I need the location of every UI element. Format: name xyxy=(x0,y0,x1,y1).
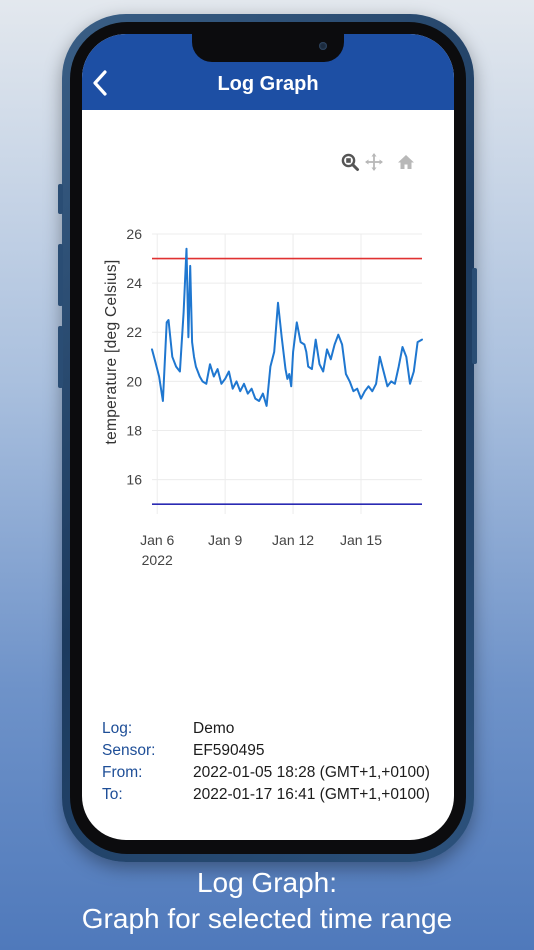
from-label: From: xyxy=(102,764,143,781)
app-screen: Log Graph 16 18 20 22 24 26 Jan 6 2022 Jan 9 Jan… xyxy=(82,34,454,840)
back-button[interactable] xyxy=(88,68,112,98)
caption-line-2: Graph for selected time range xyxy=(81,903,453,934)
log-value: Demo xyxy=(193,720,235,737)
log-label: Log: xyxy=(102,720,133,737)
limit-lines xyxy=(152,257,422,505)
y-axis-title: temperature [deg Celsius] xyxy=(103,260,120,445)
from-value: 2022-01-05 18:28 (GMT+1,+0100) xyxy=(193,764,430,781)
chevron-left-icon xyxy=(93,70,107,96)
sensor-label: Sensor: xyxy=(102,742,156,759)
info-row-log: Log: Demo xyxy=(102,718,442,740)
power-button xyxy=(472,268,477,364)
to-value: 2022-01-17 16:41 (GMT+1,+0100) xyxy=(193,786,430,803)
series-line xyxy=(151,247,423,407)
log-info: Log: Demo Sensor: EF590495 From: 2022-01… xyxy=(102,718,442,806)
x-tick-label: Jan 12 xyxy=(272,532,314,548)
caption-line-1: Log Graph: xyxy=(196,867,338,898)
camera-notch xyxy=(192,34,344,62)
y-axis-ticks: 16 18 20 22 24 26 xyxy=(126,226,142,488)
sensor-value: EF590495 xyxy=(193,742,265,759)
x-tick-label: Jan 6 xyxy=(140,532,174,548)
info-row-from: From: 2022-01-05 18:28 (GMT+1,+0100) xyxy=(102,762,442,784)
y-tick-label: 18 xyxy=(126,422,142,438)
y-tick-label: 24 xyxy=(126,275,142,291)
chart-grid xyxy=(152,233,422,514)
x-tick-sublabel: 2022 xyxy=(142,552,173,568)
to-label: To: xyxy=(102,786,123,803)
y-tick-label: 26 xyxy=(126,226,142,242)
y-tick-label: 22 xyxy=(126,324,142,340)
front-camera xyxy=(319,42,327,50)
x-tick-label: Jan 15 xyxy=(340,532,382,548)
x-tick-label: Jan 9 xyxy=(208,532,242,548)
pan-icon[interactable] xyxy=(364,152,384,172)
x-axis-ticks: Jan 6 2022 Jan 9 Jan 12 Jan 15 xyxy=(140,532,382,568)
volume-down-button xyxy=(58,326,63,388)
volume-up-button xyxy=(58,244,63,306)
info-row-sensor: Sensor: EF590495 xyxy=(102,740,442,762)
home-icon[interactable] xyxy=(396,152,416,172)
mute-switch xyxy=(58,184,63,214)
app-header: Log Graph xyxy=(82,34,454,110)
info-row-to: To: 2022-01-17 16:41 (GMT+1,+0100) xyxy=(102,784,442,806)
zoom-icon[interactable] xyxy=(340,152,360,172)
y-tick-label: 20 xyxy=(126,373,142,389)
page-title: Log Graph xyxy=(217,73,319,95)
y-tick-label: 16 xyxy=(126,472,142,488)
temperature-series xyxy=(151,247,423,407)
